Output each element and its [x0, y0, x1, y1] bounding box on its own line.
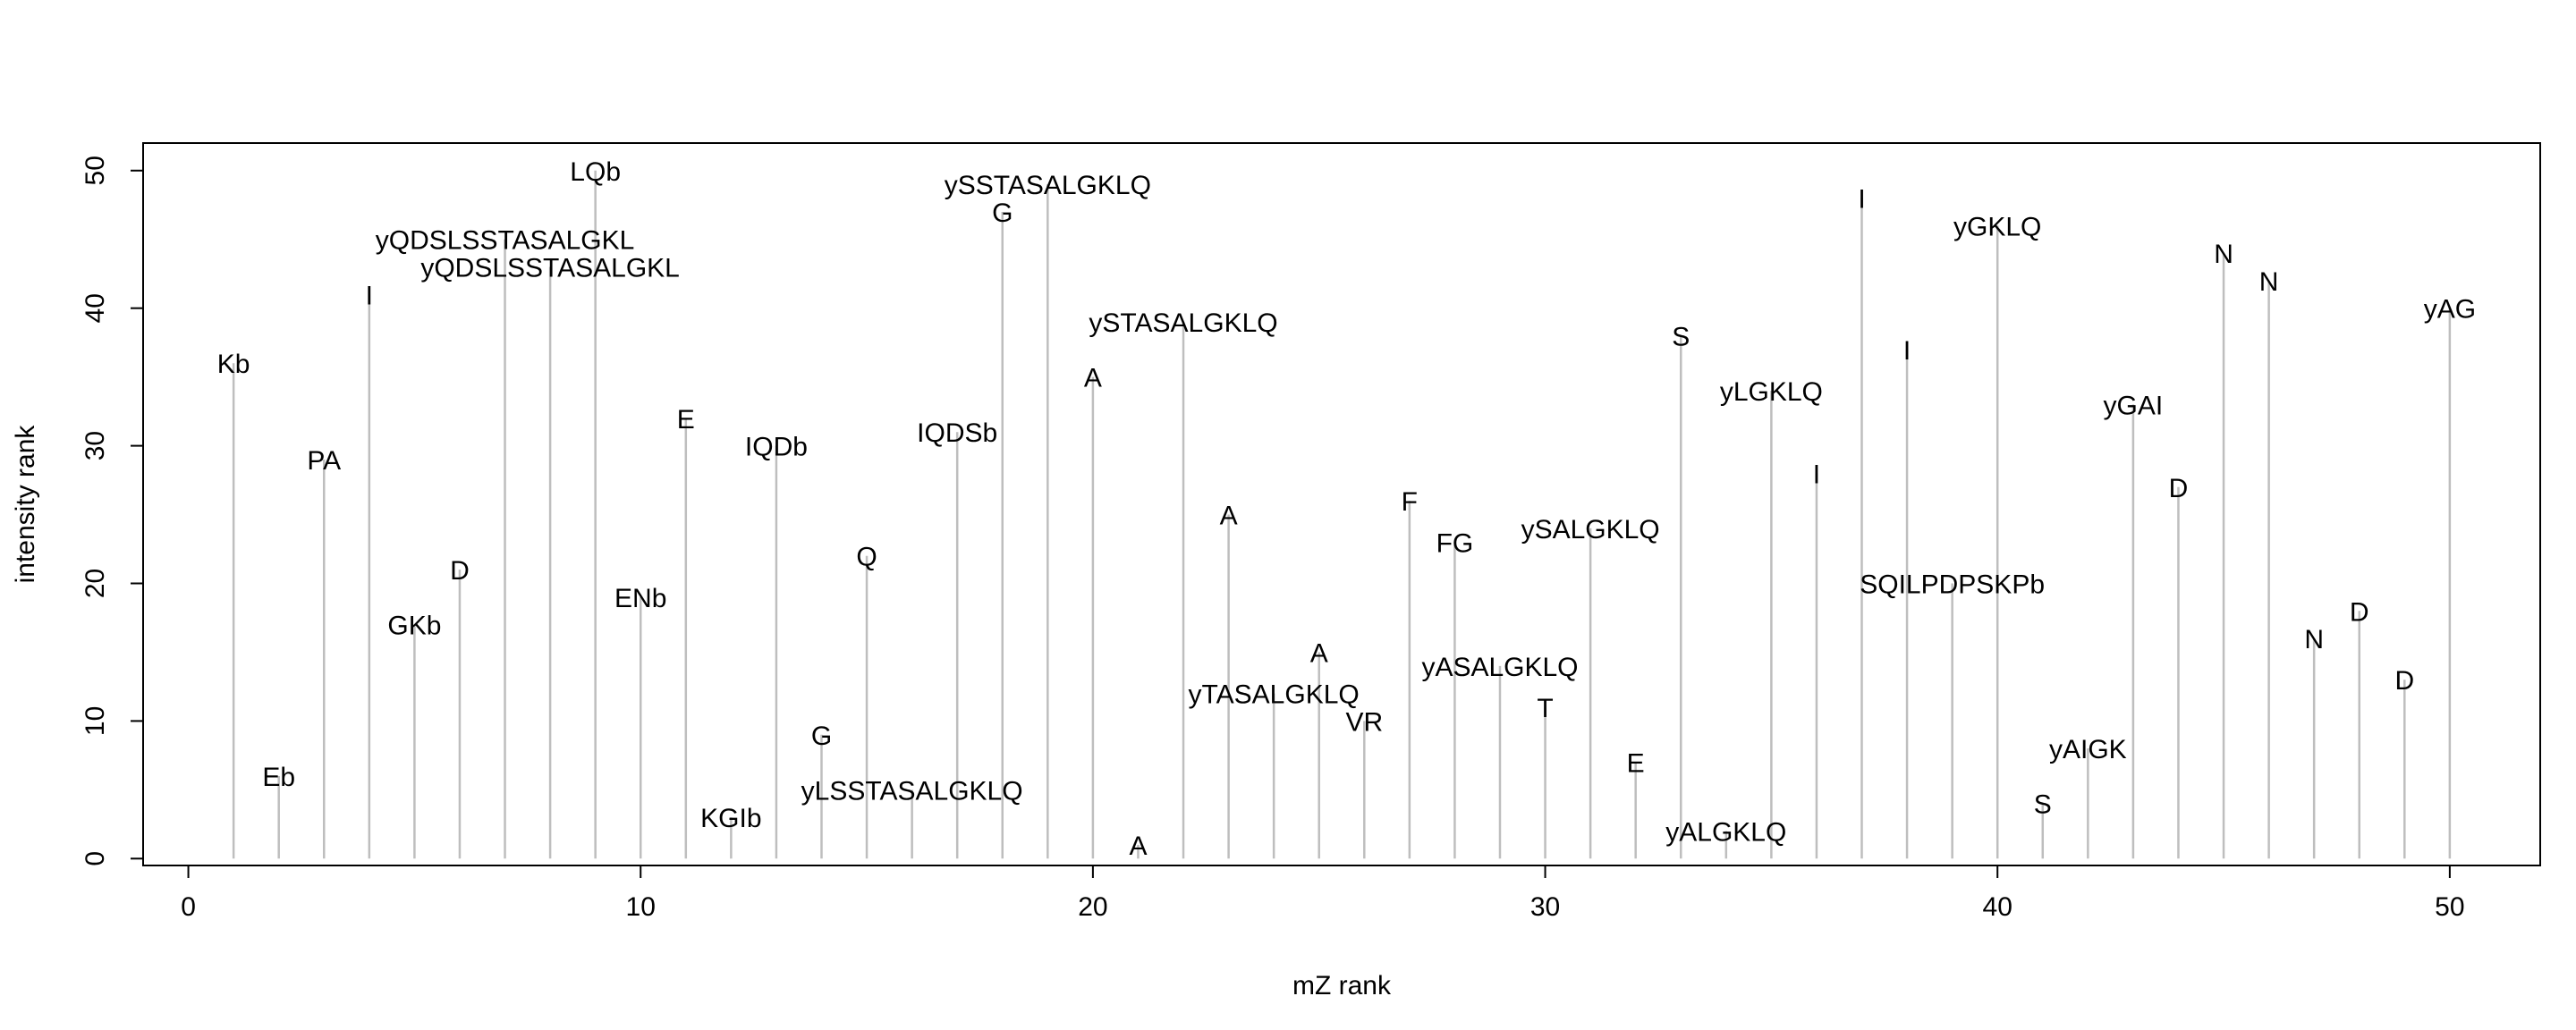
- peak-label-26: VR: [1345, 707, 1383, 737]
- x-tick-label-40: 40: [1983, 892, 2012, 922]
- peak-label-30: T: [1537, 694, 1553, 723]
- peak-label-25: A: [1310, 638, 1328, 668]
- peak-label-8: yQDSLSSTASALGKL: [420, 254, 680, 283]
- y-tick-label-10: 10: [80, 706, 110, 736]
- peak-label-28: FG: [1436, 528, 1474, 558]
- y-tick-label-40: 40: [80, 293, 110, 323]
- peak-label-38: I: [1903, 336, 1911, 366]
- peak-label-29: yASALGKLQ: [1421, 653, 1578, 682]
- peak-label-7: yQDSLSSTASALGKL: [376, 226, 635, 256]
- peak-label-44: D: [2169, 474, 2189, 503]
- y-axis: 0 10 20 30 40 50: [80, 156, 144, 866]
- peak-label-2: Eb: [262, 763, 295, 792]
- y-axis-title: intensity rank: [11, 425, 40, 584]
- peak-labels-group: Kb Eb PA I GKb DyQDSLSSTASALGKLyQDSLSSTASALGK…: [217, 157, 2476, 861]
- peak-label-21: A: [1129, 832, 1147, 861]
- peak-label-47: N: [2304, 625, 2324, 654]
- peak-label-31: ySALGKLQ: [1521, 515, 1660, 545]
- peak-label-46: N: [2259, 267, 2279, 297]
- x-tick-label-50: 50: [2435, 892, 2464, 922]
- peak-label-23: A: [1220, 502, 1238, 531]
- peak-label-11: E: [677, 405, 695, 435]
- peak-label-20: A: [1084, 364, 1102, 393]
- peak-label-48: D: [2350, 597, 2369, 627]
- peak-label-41: S: [2034, 790, 2052, 820]
- peak-label-18: G: [992, 198, 1013, 228]
- peak-label-13: IQDb: [745, 433, 808, 462]
- peak-label-50: yAG: [2424, 295, 2476, 325]
- peak-label-39: SQILPDPSKPb: [1860, 570, 2045, 599]
- peak-label-45: N: [2214, 240, 2233, 269]
- x-axis: 0 10 20 30 40 50: [181, 865, 2465, 922]
- peak-label-1: Kb: [217, 350, 250, 379]
- x-tick-label-30: 30: [1530, 892, 1560, 922]
- peak-label-27: F: [1402, 487, 1418, 517]
- peak-label-6: D: [450, 556, 470, 586]
- peak-label-10: ENb: [614, 584, 666, 613]
- x-tick-label-10: 10: [626, 892, 656, 922]
- peak-label-32: E: [1627, 749, 1645, 779]
- peak-label-9: LQb: [570, 157, 621, 187]
- peak-label-17: IQDSb: [917, 418, 997, 448]
- peak-label-34: yALGKLQ: [1665, 818, 1786, 848]
- y-tick-label-0: 0: [80, 851, 110, 866]
- x-tick-label-20: 20: [1078, 892, 1107, 922]
- peak-label-14: G: [811, 722, 832, 751]
- peak-label-22: ySTASALGKLQ: [1089, 308, 1277, 338]
- peak-label-12: KGIb: [700, 804, 761, 833]
- x-axis-title: mZ rank: [1292, 971, 1392, 1000]
- peak-label-5: GKb: [387, 612, 441, 641]
- peak-label-37: I: [1858, 185, 1865, 215]
- peak-label-15: Q: [856, 543, 877, 572]
- peak-label-4: I: [366, 281, 373, 310]
- peak-label-19: ySSTASALGKLQ: [945, 171, 1151, 200]
- peak-label-43: yGAI: [2104, 391, 2164, 420]
- y-tick-label-50: 50: [80, 156, 110, 185]
- peak-label-40: yGKLQ: [1953, 212, 2041, 241]
- peak-label-49: D: [2394, 666, 2414, 696]
- peak-label-3: PA: [307, 446, 341, 476]
- stems-group: [232, 170, 2452, 859]
- peak-label-35: yLGKLQ: [1720, 377, 1823, 407]
- peak-label-33: S: [1672, 322, 1690, 351]
- peak-label-42: yAIGK: [2049, 735, 2127, 764]
- y-tick-label-20: 20: [80, 569, 110, 598]
- y-tick-label-30: 30: [80, 431, 110, 460]
- peak-label-24: yTASALGKLQ: [1189, 680, 1360, 710]
- peak-label-36: I: [1813, 460, 1820, 489]
- peak-label-16: yLSSTASALGKLQ: [801, 776, 1023, 806]
- x-tick-label-0: 0: [181, 892, 196, 922]
